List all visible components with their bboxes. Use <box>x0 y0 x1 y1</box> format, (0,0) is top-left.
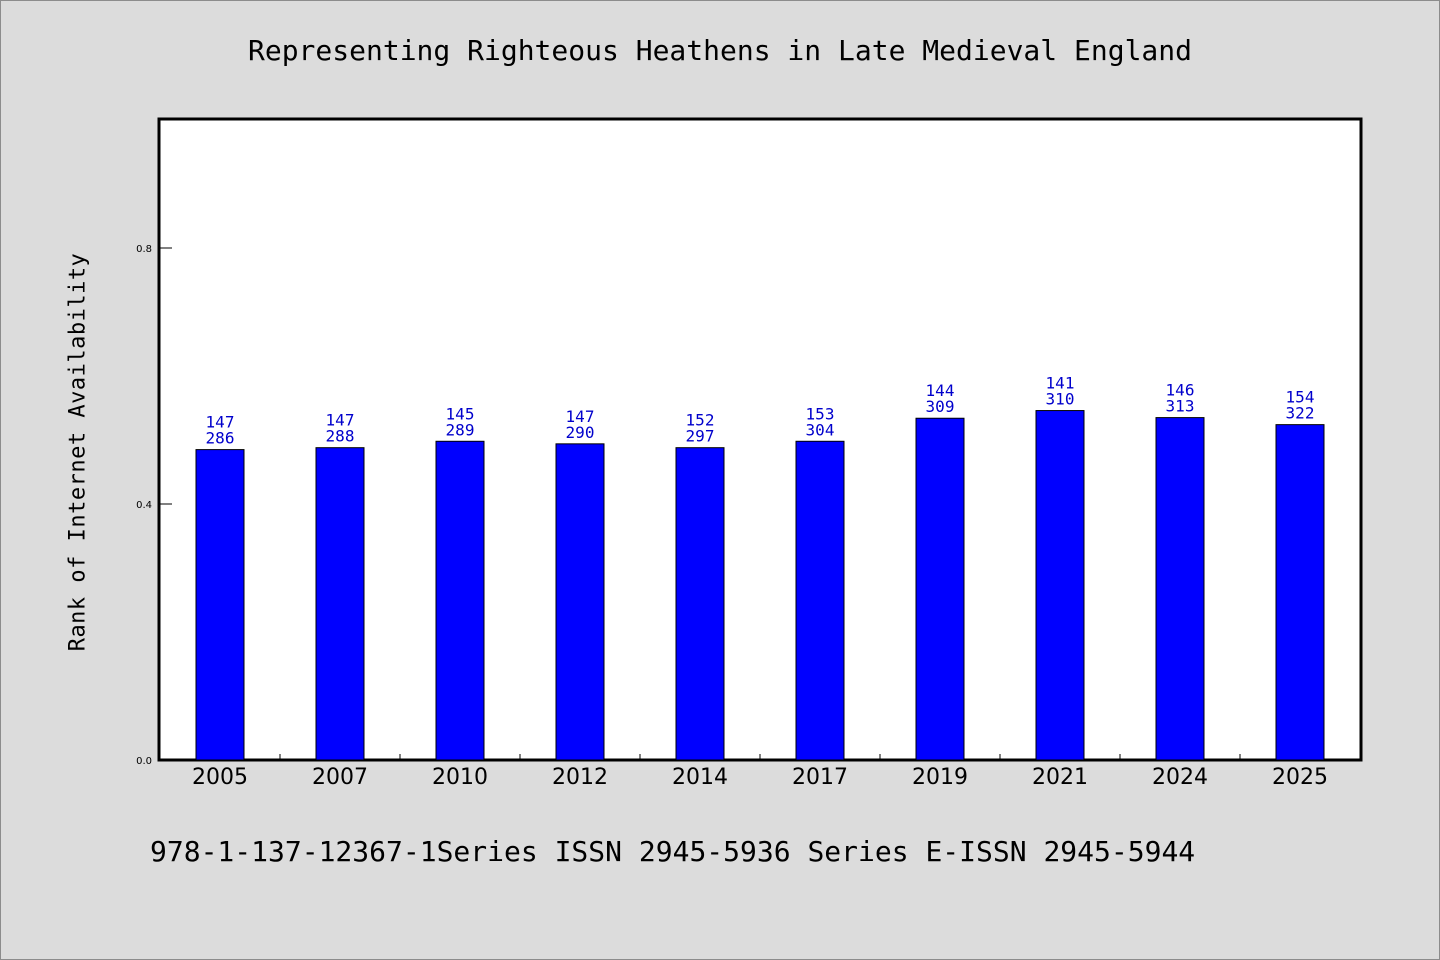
x-tick-label: 2019 <box>912 765 968 790</box>
bar-2010 <box>435 440 485 761</box>
x-tick-label: 2017 <box>792 765 848 790</box>
bar-label-bottom: 297 <box>686 427 715 446</box>
bar-label-top: 147 <box>206 413 235 432</box>
bar-label-bottom: 322 <box>1286 404 1315 423</box>
x-tick-label: 2010 <box>432 765 488 790</box>
bar-2019 <box>915 417 965 761</box>
bar-label-bottom: 290 <box>566 423 595 442</box>
bar-label-bottom: 309 <box>926 397 955 416</box>
x-tick-label: 2005 <box>192 765 248 790</box>
x-tick-label: 2021 <box>1032 765 1088 790</box>
bar-label-bottom: 304 <box>806 420 835 439</box>
bar-label-bottom: 289 <box>446 420 475 439</box>
chart-title: Representing Righteous Heathens in Late … <box>247 34 1192 67</box>
x-tick-label: 2025 <box>1272 765 1328 790</box>
bar-2017 <box>795 440 845 761</box>
bar-label-bottom: 288 <box>326 427 355 446</box>
bar-label-top: 147 <box>566 407 595 426</box>
bar-2025 <box>1275 424 1325 761</box>
x-tick-label: 2012 <box>552 765 608 790</box>
bar-label-top: 147 <box>326 411 355 430</box>
bar-2021 <box>1035 410 1085 761</box>
y-tick-label: 0.0 <box>136 756 152 767</box>
footer-isbn-text: 978-1-137-12367-1Series ISSN 2945-5936 S… <box>150 835 1196 868</box>
bar-label-top: 154 <box>1286 388 1315 407</box>
y-tick-label: 0.4 <box>136 500 152 511</box>
bar-2024 <box>1155 417 1205 761</box>
bar-label-top: 145 <box>446 404 475 423</box>
x-tick-label: 2024 <box>1152 765 1208 790</box>
bar-label-top: 153 <box>806 404 835 423</box>
bar-2007 <box>315 447 365 761</box>
bar-label-top: 141 <box>1046 374 1075 393</box>
y-tick-label: 0.8 <box>136 244 152 255</box>
bar-label-bottom: 286 <box>206 429 235 448</box>
bar-2005 <box>195 449 245 761</box>
bar-2014 <box>675 447 725 761</box>
bar-label-bottom: 313 <box>1166 397 1195 416</box>
x-tick-label: 2007 <box>312 765 368 790</box>
bar-label-top: 146 <box>1166 381 1195 400</box>
x-tick-label: 2014 <box>672 765 728 790</box>
bar-2012 <box>555 443 605 761</box>
bar-label-top: 152 <box>686 411 715 430</box>
bar-label-top: 144 <box>926 381 955 400</box>
bar-label-bottom: 310 <box>1046 390 1075 409</box>
